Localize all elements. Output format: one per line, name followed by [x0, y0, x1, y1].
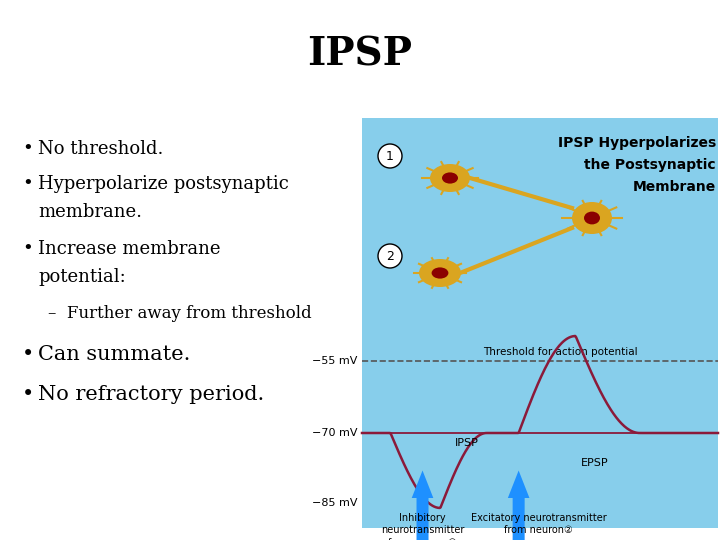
Text: •: • — [22, 345, 35, 364]
Text: potential:: potential: — [38, 268, 126, 286]
Text: −55 mV: −55 mV — [312, 356, 357, 366]
Text: No refractory period.: No refractory period. — [38, 385, 264, 404]
Text: •: • — [22, 240, 32, 258]
Text: IPSP Hyperpolarizes: IPSP Hyperpolarizes — [558, 136, 716, 150]
Circle shape — [378, 244, 402, 268]
Bar — [362, 118, 718, 528]
Text: Can summate.: Can summate. — [38, 345, 190, 364]
Text: 1: 1 — [386, 150, 394, 163]
Text: •: • — [22, 140, 32, 158]
Ellipse shape — [419, 259, 461, 287]
Text: No threshold.: No threshold. — [38, 140, 163, 158]
Text: EPSP: EPSP — [580, 458, 608, 468]
Ellipse shape — [584, 212, 600, 225]
Text: Threshold for action potential: Threshold for action potential — [482, 347, 637, 357]
Text: Excitatory neurotransmitter
from neuron②: Excitatory neurotransmitter from neuron② — [471, 513, 606, 535]
Ellipse shape — [572, 202, 612, 234]
FancyArrow shape — [508, 470, 529, 540]
Text: IPSP: IPSP — [455, 438, 480, 448]
Ellipse shape — [430, 164, 470, 192]
Circle shape — [378, 144, 402, 168]
Text: IPSP: IPSP — [307, 36, 413, 74]
Text: •: • — [22, 385, 35, 404]
Text: −70 mV: −70 mV — [312, 428, 357, 438]
Text: •: • — [22, 175, 32, 193]
Text: Membrane: Membrane — [633, 180, 716, 194]
Text: the Postsynaptic: the Postsynaptic — [585, 158, 716, 172]
Ellipse shape — [431, 267, 449, 279]
Text: Increase membrane: Increase membrane — [38, 240, 220, 258]
Text: 2: 2 — [386, 249, 394, 262]
Text: Hyperpolarize postsynaptic: Hyperpolarize postsynaptic — [38, 175, 289, 193]
FancyArrow shape — [412, 470, 433, 540]
Ellipse shape — [442, 172, 458, 184]
Text: –  Further away from threshold: – Further away from threshold — [48, 305, 312, 322]
Text: −85 mV: −85 mV — [312, 498, 357, 508]
Text: Inhibitory
neurotransmitter
from neuron①: Inhibitory neurotransmitter from neuron① — [381, 513, 464, 540]
Text: membrane.: membrane. — [38, 203, 142, 221]
